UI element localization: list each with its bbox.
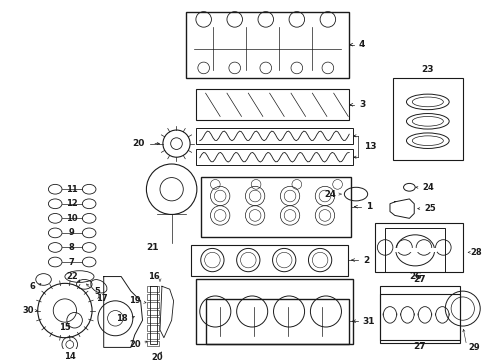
Text: 2: 2 xyxy=(363,256,369,265)
Text: 28: 28 xyxy=(470,248,482,257)
Text: 1: 1 xyxy=(366,202,372,211)
Text: 10: 10 xyxy=(66,214,77,223)
Text: 24: 24 xyxy=(422,183,434,192)
Bar xyxy=(147,333,159,339)
Text: 8: 8 xyxy=(69,243,74,252)
Text: 29: 29 xyxy=(468,343,480,352)
Text: 27: 27 xyxy=(414,275,426,284)
Bar xyxy=(385,228,445,272)
Bar xyxy=(186,12,349,78)
Text: 11: 11 xyxy=(66,185,77,194)
Bar xyxy=(196,149,353,165)
Text: 13: 13 xyxy=(364,142,376,151)
Text: 16: 16 xyxy=(148,272,160,281)
Bar xyxy=(147,302,159,307)
Text: 20: 20 xyxy=(132,139,145,148)
Bar xyxy=(196,89,349,120)
Bar xyxy=(393,78,463,160)
Bar xyxy=(380,286,460,339)
Text: 24: 24 xyxy=(325,190,337,199)
Text: 6: 6 xyxy=(30,282,36,291)
Bar xyxy=(147,286,159,292)
Text: 14: 14 xyxy=(64,352,75,360)
Text: 5: 5 xyxy=(94,287,100,296)
Text: 18: 18 xyxy=(116,314,128,323)
Bar xyxy=(196,128,353,144)
Text: 19: 19 xyxy=(129,296,141,305)
Bar xyxy=(147,325,159,331)
Text: 3: 3 xyxy=(359,100,365,109)
Text: 15: 15 xyxy=(59,324,71,333)
Text: 23: 23 xyxy=(421,66,434,75)
Text: 7: 7 xyxy=(69,257,74,266)
Text: 30: 30 xyxy=(23,306,34,315)
Bar xyxy=(147,317,159,323)
Text: 21: 21 xyxy=(146,243,158,252)
Text: 20: 20 xyxy=(151,352,163,360)
Text: 17: 17 xyxy=(96,294,108,303)
Bar xyxy=(196,279,353,345)
Bar xyxy=(206,299,349,343)
Text: 4: 4 xyxy=(359,40,366,49)
Text: 22: 22 xyxy=(67,272,78,281)
Bar xyxy=(147,310,159,315)
Text: 27: 27 xyxy=(414,342,426,351)
Bar xyxy=(191,244,348,276)
Text: 20: 20 xyxy=(129,340,141,349)
Bar xyxy=(375,223,463,272)
Bar xyxy=(147,341,159,346)
Text: 26: 26 xyxy=(409,272,421,281)
Bar xyxy=(201,177,351,237)
Bar xyxy=(147,294,159,300)
Text: 12: 12 xyxy=(66,199,77,208)
Text: 31: 31 xyxy=(363,317,375,326)
Text: 25: 25 xyxy=(424,204,436,213)
Bar xyxy=(380,294,460,343)
Text: 9: 9 xyxy=(69,228,74,237)
